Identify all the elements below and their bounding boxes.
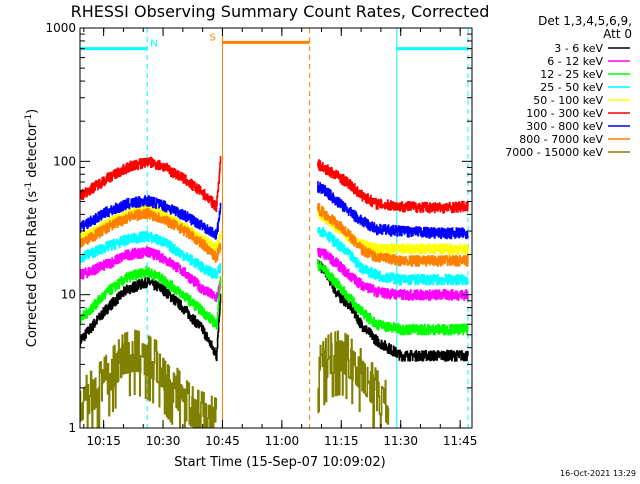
chart-title: RHESSI Observing Summary Count Rates, Co…	[71, 2, 490, 21]
y-axis-label-sup-1: -1	[24, 182, 34, 191]
series-line-9-part-1	[80, 329, 218, 428]
x-tick-label-1: 10:15	[86, 434, 121, 448]
axes: 10:15 10:30 10:45 11:00 11:15 11:30 11:45 1 10 10…	[45, 21, 477, 448]
legend-label-5: 50 - 100 keV	[533, 94, 603, 107]
x-tick-label-4: 11:00	[265, 434, 300, 448]
series-line-3-part-1	[80, 265, 222, 330]
plot-area: NS	[80, 28, 469, 428]
series-line-1-part-1	[80, 276, 222, 362]
y-tick-label-2: 10	[61, 288, 76, 302]
legend-label-6: 100 - 300 keV	[526, 107, 603, 120]
x-tick-label-5: 11:15	[324, 434, 359, 448]
series-line-6-part-1	[80, 156, 222, 213]
legend-label-7: 300 - 800 keV	[526, 120, 603, 133]
status-bar-label-3: S	[209, 32, 215, 43]
series-line-7-part-1	[80, 195, 222, 240]
series-line-8-part-1	[80, 207, 222, 263]
series-line-1-part-2	[317, 260, 469, 362]
series-line-3-part-2	[317, 258, 469, 336]
x-tick-label-3: 10:45	[205, 434, 240, 448]
series-line-4-part-2	[317, 227, 469, 286]
legend-label-1: 3 - 6 keV	[554, 42, 603, 55]
x-axis-label: Start Time (15-Sep-07 10:09:02)	[174, 455, 385, 470]
y-axis-label-part-b: detector	[25, 122, 40, 182]
plot-frame	[79, 27, 473, 429]
series-line-8-part-2	[317, 203, 469, 267]
series-line-4-part-1	[80, 231, 222, 279]
series-line-2-part-1	[80, 246, 222, 302]
legend-header-line-2: Att 0	[603, 27, 632, 41]
legend-label-8: 800 - 7000 keV	[519, 133, 603, 146]
legend-label-9: 7000 - 15000 keV	[505, 146, 603, 159]
legend-label-4: 25 - 50 keV	[540, 81, 603, 94]
series-line-2-part-2	[317, 247, 469, 301]
series-line-6-part-2	[317, 159, 469, 214]
y-axis-label-sup-2: -1	[24, 114, 34, 123]
status-bar-label-1: N	[150, 39, 157, 50]
y-tick-label-3: 100	[53, 154, 76, 168]
series-line-7-part-2	[317, 180, 469, 240]
timestamp: 16-Oct-2021 13:29	[560, 469, 636, 478]
series-line-9-part-2	[317, 330, 390, 428]
y-axis-label: Corrected Count Rate (s-1 detector-1)	[24, 109, 40, 347]
legend-label-3: 12 - 25 keV	[540, 68, 603, 81]
x-tick-label-2: 10:30	[146, 434, 181, 448]
x-tick-label-7: 11:45	[443, 434, 478, 448]
y-axis-label-part-a: Corrected Count Rate (s	[25, 191, 40, 348]
y-tick-label-1: 1	[68, 421, 76, 435]
x-tick-label-6: 11:30	[383, 434, 418, 448]
legend-header-line-1: Det 1,3,4,5,6,9,	[538, 14, 632, 28]
y-axis-label-part-c: )	[25, 109, 40, 114]
y-tick-label-4: 1000	[45, 21, 76, 35]
legend-label-2: 6 - 12 keV	[547, 55, 603, 68]
